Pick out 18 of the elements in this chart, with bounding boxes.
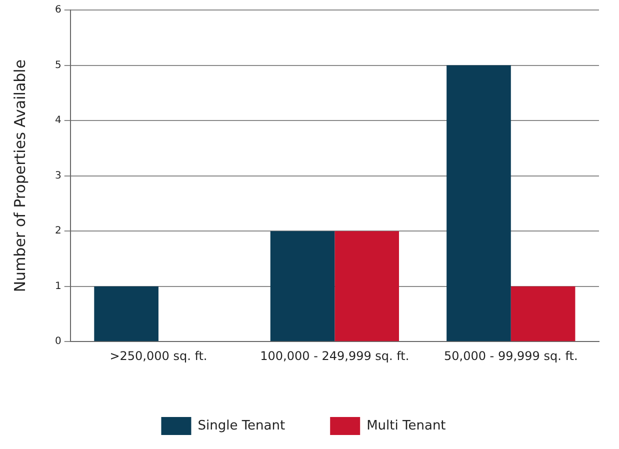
y-axis-title: Number of Properties Available	[10, 59, 29, 292]
bar	[510, 286, 576, 342]
bar	[94, 286, 158, 342]
legend-label: Single Tenant	[198, 418, 286, 434]
y-tick-label: 6	[54, 4, 62, 16]
y-tick-label: 3	[54, 170, 62, 182]
y-tick-label: 1	[54, 280, 62, 292]
y-tick-label: 4	[54, 115, 62, 126]
x-tick-label: 50,000 - 99,999 sq. ft.	[444, 348, 578, 363]
y-tick-label: 5	[54, 60, 62, 71]
bar	[270, 231, 335, 342]
legend-label: Multi Tenant	[366, 418, 446, 434]
x-tick-label: 100,000 - 249,999 sq. ft.	[260, 348, 410, 363]
y-tick-label: 0	[54, 336, 62, 348]
bar	[334, 231, 399, 342]
x-tick-label: >250,000 sq. ft.	[110, 348, 208, 363]
bar	[446, 65, 511, 342]
y-tick-label: 2	[54, 226, 62, 237]
